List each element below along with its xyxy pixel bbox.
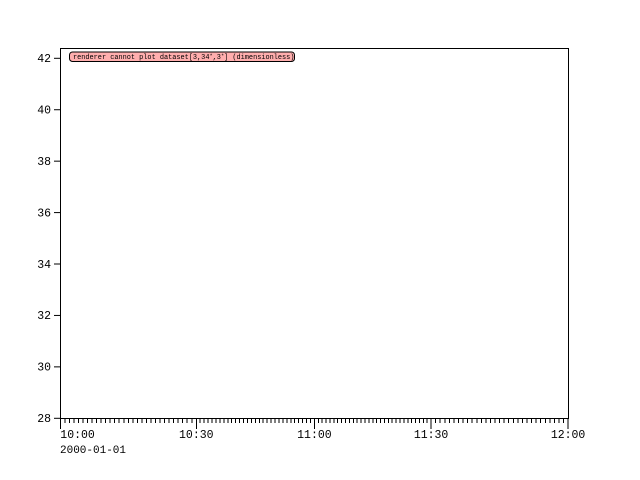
svg-text:32: 32	[37, 310, 51, 323]
svg-text:10:00: 10:00	[60, 429, 95, 442]
svg-text:42: 42	[37, 53, 51, 66]
svg-text:11:00: 11:00	[297, 429, 332, 442]
svg-text:12:00: 12:00	[551, 429, 586, 442]
svg-text:10:30: 10:30	[179, 429, 214, 442]
svg-text:30: 30	[37, 362, 51, 375]
svg-text:34: 34	[37, 259, 51, 272]
svg-text:38: 38	[37, 156, 51, 169]
svg-text:28: 28	[37, 413, 51, 426]
svg-text:40: 40	[37, 105, 51, 118]
svg-text:renderer cannot plot dataset[3: renderer cannot plot dataset[3,34*,3*] (…	[73, 54, 294, 62]
svg-text:11:30: 11:30	[414, 429, 449, 442]
svg-text:2000-01-01: 2000-01-01	[60, 445, 126, 457]
svg-text:36: 36	[37, 207, 51, 220]
